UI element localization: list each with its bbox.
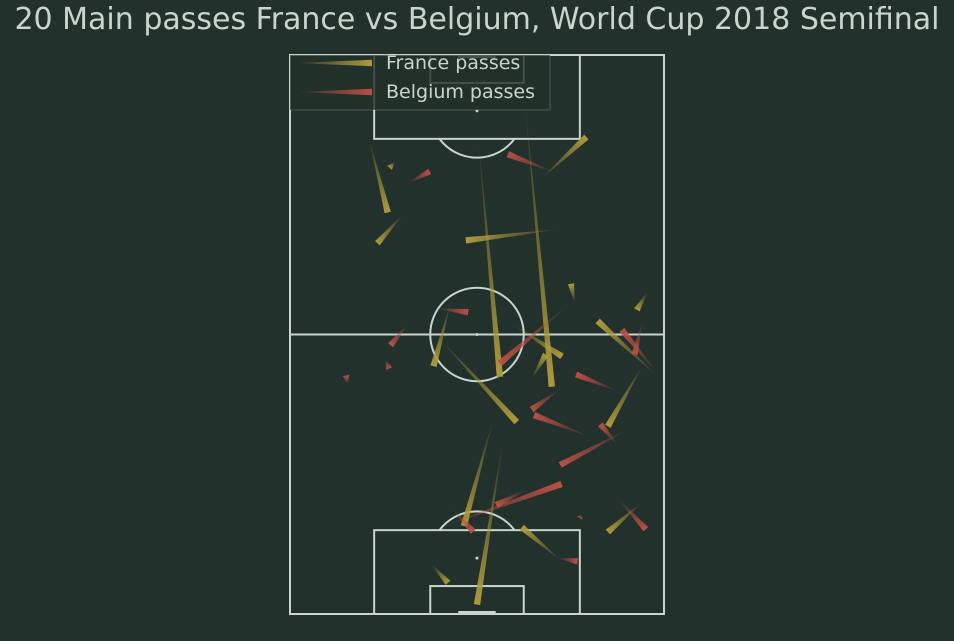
belgium-pass [558, 428, 630, 468]
france-pass [524, 100, 555, 387]
france-pass [369, 138, 391, 214]
belgium-pass [619, 327, 657, 373]
france-pass [375, 214, 403, 246]
belgium-pass [597, 422, 618, 445]
belgium-pass [574, 371, 618, 391]
france-pass [473, 439, 504, 606]
belgium-pass [558, 558, 579, 565]
france-pass [430, 302, 451, 368]
belgium-pass [618, 499, 649, 532]
belgium-pass [577, 514, 583, 520]
legend-label-france: France passes [386, 52, 520, 74]
belgium-pass [529, 389, 560, 413]
france-pass [513, 324, 564, 360]
belgium-pass [388, 325, 408, 348]
belgium-pass [497, 304, 569, 366]
france-pass [595, 318, 657, 376]
france-pass [439, 338, 520, 425]
legend-swatch-belgium [296, 88, 372, 96]
belgium-pass [506, 151, 555, 173]
france-pass [431, 564, 451, 585]
bottom-penalty-arc [438, 510, 516, 531]
france-pass [478, 141, 504, 378]
center-spot [475, 333, 479, 336]
belgium-pass [385, 359, 393, 370]
belgium-pass [438, 481, 563, 529]
bottom-penalty-spot [475, 556, 479, 560]
france-pass [605, 363, 644, 428]
pass-layer [342, 100, 657, 606]
belgium-pass [342, 374, 350, 385]
legend-swatch-line [296, 88, 372, 96]
france-pass [519, 524, 561, 560]
belgium-pass [532, 412, 589, 437]
belgium-pass [408, 168, 432, 183]
top-penalty-spot [475, 109, 479, 113]
belgium-pass [494, 489, 527, 508]
france-pass [540, 134, 589, 180]
legend-swatch-france [296, 59, 372, 67]
legend-swatch-line [296, 59, 372, 67]
top-penalty-arc [438, 138, 516, 159]
belgium-pass [436, 308, 469, 316]
chart-title: 20 Main passes France vs Belgium, World … [14, 2, 940, 37]
legend: France passes Belgium passes [289, 52, 551, 111]
france-pass [465, 229, 559, 244]
legend-label-belgium: Belgium passes [386, 81, 535, 103]
france-pass [567, 283, 575, 303]
france-pass [634, 292, 648, 312]
belgium-pass [452, 509, 476, 534]
france-pass [532, 352, 549, 378]
france-pass [460, 418, 494, 527]
france-pass [387, 162, 395, 170]
france-pass [605, 503, 642, 535]
